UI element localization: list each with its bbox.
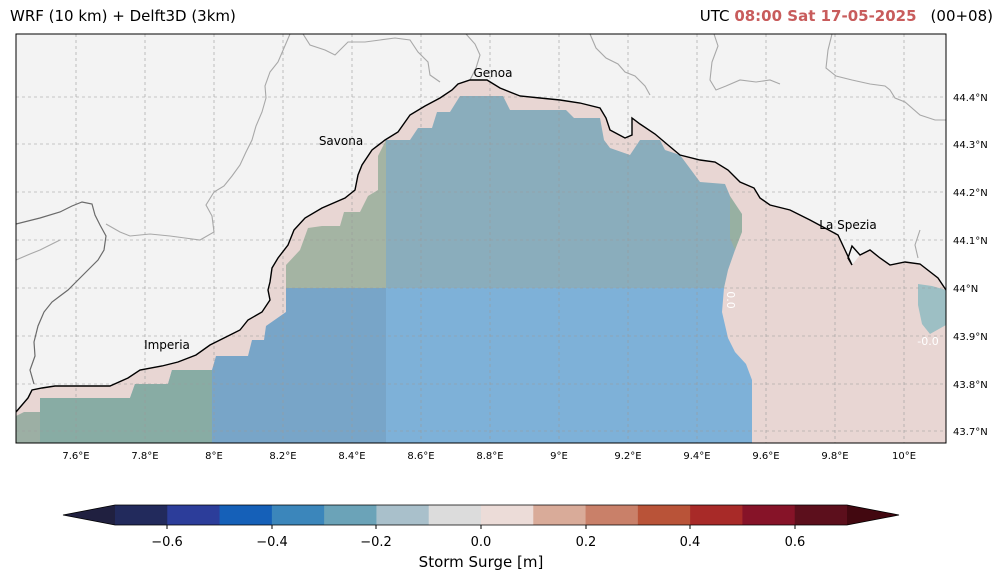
lat-tick-label: 44.2°N [953,188,988,199]
surge-field-green-3 [40,370,212,443]
lat-tick-label: 44°N [953,284,978,295]
lon-tick-label: 10°E [892,451,916,462]
colorbar-ticks: −0.6 −0.4 −0.2 0.0 0.2 0.4 0.6 [151,525,805,550]
lon-tick-label: 8.4°E [338,451,365,462]
place-la-spezia: La Spezia [819,218,876,232]
lat-tick-label: 43.8°N [953,380,988,391]
lat-tick-label: 44.1°N [953,236,988,247]
colorbar: −0.6 −0.4 −0.2 0.0 0.2 0.4 0.6 Storm Sur… [62,504,900,571]
colorbar-bin [794,505,848,525]
lon-tick-label: 8.8°E [476,451,503,462]
colorbar-bin [690,505,743,525]
map-frame [15,33,947,444]
lat-tick-label: 43.9°N [953,332,988,343]
colorbar-tick-label: 0.4 [680,535,701,550]
lat-tick-label: 44.4°N [953,93,988,104]
colorbar-bin [481,505,534,525]
colorbar-bin [219,505,273,525]
contour-label-zero: 0.0 [724,291,737,309]
surge-field-east [918,284,946,334]
colorbar-bin [742,505,796,525]
forecast-time: UTC 08:00 Sat 17-05-2025 (00+08) [700,7,993,25]
colorbar-bins [115,505,848,525]
forecast-datetime: 08:00 Sat 17-05-2025 [734,7,917,25]
lon-tick-label: 8°E [205,451,223,462]
forecast-lead: (00+08) [930,7,993,25]
colorbar-bin [585,505,639,525]
lon-tick-label: 7.8°E [131,451,158,462]
lon-tick-label: 9.8°E [821,451,848,462]
colorbar-label: Storm Surge [m] [419,553,544,571]
colorbar-tick-label: −0.4 [256,535,288,550]
lat-tick-label: 44.3°N [953,140,988,151]
map-panel: 0.0 -0.0 Genoa Savona La Spezia Imperia [16,34,946,443]
utc-label: UTC [699,7,730,25]
regional-borders [16,34,946,261]
lon-tick-labels: 7.6°E 7.8°E 8°E 8.2°E 8.4°E 8.6°E 8.8°E … [62,451,916,462]
contour-label-neg-zero: -0.0 [917,335,938,348]
colorbar-bin [637,505,691,525]
colorbar-bin [533,505,587,525]
national-border [16,201,107,385]
coastline [16,79,946,413]
lon-tick-label: 9.2°E [614,451,641,462]
lon-tick-label: 7.6°E [62,451,89,462]
surge-field-south [386,288,752,443]
surge-field-green-se [730,196,742,250]
lat-tick-label: 43.7°N [953,427,988,438]
lon-tick-label: 8.2°E [269,451,296,462]
lon-tick-label: 9°E [550,451,568,462]
colorbar-outline [62,504,900,526]
colorbar-bin [167,505,221,525]
place-savona: Savona [319,134,363,148]
lon-tick-label: 8.6°E [407,451,434,462]
colorbar-extend-high [847,505,899,525]
surge-field-green-2 [16,412,40,443]
colorbar-bin [324,505,377,525]
colorbar-extend-low [63,505,115,525]
surge-field-green [286,140,386,288]
colorbar-tick-label: −0.6 [151,535,183,550]
colorbar-bin [376,505,430,525]
colorbar-tick-label: 0.0 [471,535,492,550]
place-imperia: Imperia [144,338,190,352]
place-genoa: Genoa [474,66,513,80]
colorbar-bin [115,505,168,525]
lon-tick-label: 9.4°E [683,451,710,462]
map-title: WRF (10 km) + Delft3D (3km) [10,7,236,25]
colorbar-bin [428,505,482,525]
lon-tick-label: 9.6°E [752,451,779,462]
lat-tick-labels: 44.4°N 44.3°N 44.2°N 44.1°N 44°N 43.9°N … [953,93,988,438]
colorbar-tick-label: −0.2 [360,535,392,550]
colorbar-bin [271,505,325,525]
colorbar-tick-label: 0.6 [785,535,806,550]
colorbar-tick-label: 0.2 [576,535,597,550]
